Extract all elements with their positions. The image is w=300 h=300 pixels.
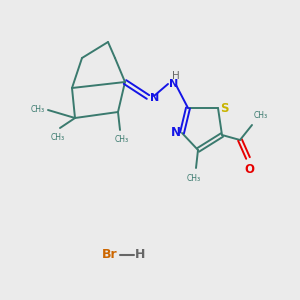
Text: CH₃: CH₃ — [115, 135, 129, 144]
Text: H: H — [172, 71, 180, 81]
Text: Br: Br — [102, 248, 118, 262]
Text: CH₃: CH₃ — [254, 111, 268, 120]
Text: N: N — [150, 93, 159, 103]
Text: CH₃: CH₃ — [187, 174, 201, 183]
Text: S: S — [220, 101, 228, 115]
Text: CH₃: CH₃ — [51, 133, 65, 142]
Text: H: H — [135, 248, 145, 262]
Text: O: O — [244, 163, 254, 176]
Text: N: N — [171, 127, 181, 140]
Text: N: N — [169, 79, 178, 89]
Text: CH₃: CH₃ — [31, 104, 45, 113]
